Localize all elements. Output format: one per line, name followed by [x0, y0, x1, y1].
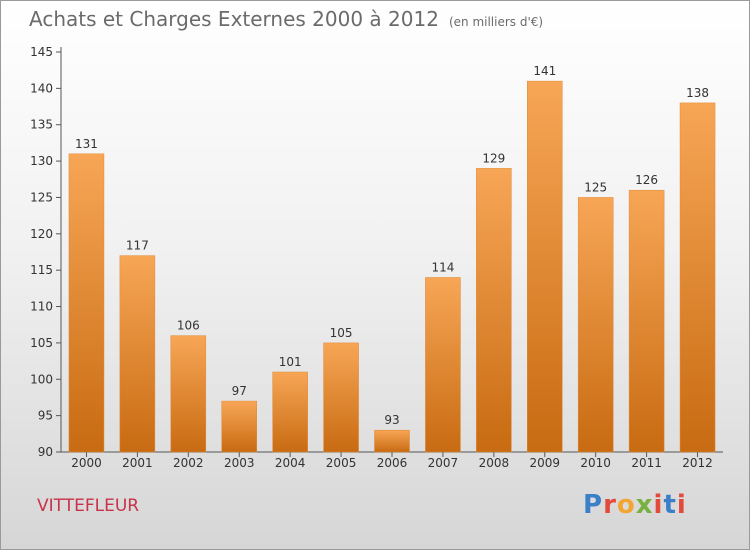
axes: 90 95 100 105 110 115 120 125 130 135 140 145 2000 20… — [30, 45, 723, 470]
x-tick-label: 2000 — [71, 456, 102, 470]
bar-value-label: 93 — [384, 413, 399, 427]
y-tick-label: 140 — [30, 81, 53, 95]
bar-value-label: 126 — [635, 173, 658, 187]
bar-value-label: 117 — [126, 239, 149, 253]
bar — [68, 153, 105, 453]
x-tick-label: 2010 — [580, 456, 611, 470]
chart-title: Achats et Charges Externes 2000 à 2012 (e… — [29, 7, 543, 31]
logo-letter: o — [616, 490, 636, 520]
bar-value-label: 101 — [279, 355, 302, 369]
y-tick-label: 90 — [38, 445, 53, 459]
x-tick-label: 2006 — [377, 456, 408, 470]
x-tick-label: 2001 — [122, 456, 153, 470]
bar — [119, 255, 156, 453]
y-tick-label: 100 — [30, 372, 53, 386]
logo-letter: i — [676, 490, 687, 520]
bar-value-label: 138 — [686, 86, 709, 100]
y-tick-label: 95 — [38, 409, 53, 423]
bar — [272, 371, 308, 453]
y-tick-label: 145 — [30, 45, 53, 59]
y-tick-label: 105 — [30, 336, 53, 350]
bar-value-label: 106 — [177, 319, 200, 333]
x-tick-label: 2002 — [173, 456, 204, 470]
logo-letter: P — [583, 490, 604, 520]
x-tick-label: 2005 — [326, 456, 357, 470]
y-tick-label: 115 — [30, 263, 53, 277]
bar-value-label: 131 — [75, 137, 98, 151]
bar — [221, 400, 257, 453]
chart-unit: (en milliers d'€) — [448, 15, 544, 29]
bar-value-label: 141 — [533, 64, 556, 78]
bar — [374, 429, 410, 453]
y-tick-label: 130 — [30, 154, 53, 168]
x-tick-label: 2004 — [275, 456, 306, 470]
logo-letter: i — [653, 490, 664, 520]
bar-value-label: 105 — [330, 326, 353, 340]
bar-value-label: 97 — [232, 384, 247, 398]
logo-letter: t — [663, 490, 677, 520]
commune-name: VITTEFLEUR — [37, 496, 140, 516]
y-tick-label: 135 — [30, 118, 53, 132]
x-tick-label: 2003 — [224, 456, 255, 470]
bar — [476, 168, 512, 453]
bar — [577, 197, 614, 453]
bar — [628, 189, 665, 453]
x-tick-label: 2012 — [682, 456, 713, 470]
x-tick-label: 2007 — [428, 456, 459, 470]
y-tick-label: 120 — [30, 227, 53, 241]
proxiti-logo[interactable]: Proxiti — [583, 490, 687, 520]
bar — [679, 102, 716, 453]
y-tick-label: 125 — [30, 190, 53, 204]
logo-letter: r — [603, 490, 617, 520]
logo-letter: x — [635, 490, 654, 520]
bar — [170, 335, 207, 453]
x-tick-label: 2011 — [631, 456, 662, 470]
bar — [323, 342, 359, 453]
x-tick-label: 2009 — [529, 456, 560, 470]
bar — [527, 80, 563, 453]
bar-value-label: 129 — [482, 151, 505, 165]
x-tick-label: 2008 — [479, 456, 510, 470]
bar — [425, 277, 461, 453]
bar-value-label: 114 — [431, 260, 454, 274]
chart-title-text: Achats et Charges Externes 2000 à 2012 — [29, 7, 439, 31]
y-tick-label: 110 — [30, 300, 53, 314]
bars: 131 117 106 97 101 105 93 114 129 141 125 126 138 — [68, 64, 716, 453]
bar-value-label: 125 — [584, 180, 607, 194]
